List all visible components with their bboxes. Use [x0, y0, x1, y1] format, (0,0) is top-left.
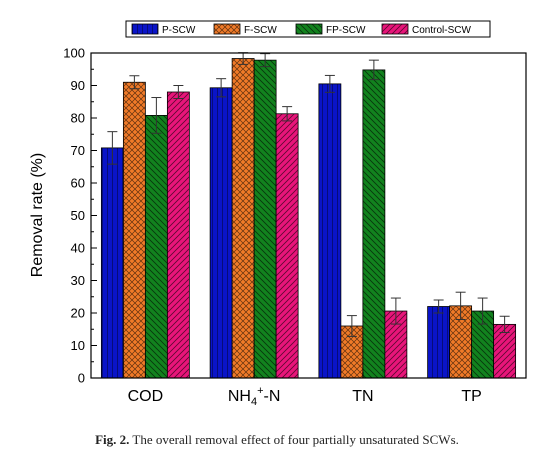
y-tick-label: 50 [71, 208, 85, 223]
error-bar [151, 97, 162, 134]
y-tick-label: 90 [71, 78, 85, 93]
y-tick-label: 60 [71, 176, 85, 191]
error-bar [499, 315, 510, 333]
x-tick-label: NH4+-N [228, 385, 281, 408]
legend-item: FP-SCW [295, 23, 366, 36]
error-bar [390, 297, 401, 325]
bar-chart: 0 10 20 30 40 50 60 70 80 90 100 COD NH4+-N TN TP Rem… [29, 20, 527, 408]
bar-hatch [362, 69, 386, 379]
bar [144, 115, 168, 379]
bar-hatch [144, 115, 168, 379]
error-bar [477, 297, 488, 325]
x-tick-label: TP [461, 388, 481, 405]
bar-hatch [209, 87, 233, 379]
legend-swatch-hatch [131, 23, 159, 35]
bar [340, 325, 364, 379]
y-tick-label: 80 [71, 111, 85, 126]
bar [384, 310, 408, 379]
bar [318, 83, 342, 379]
error-bar [216, 78, 227, 98]
y-tick-label: 30 [71, 273, 85, 288]
x-tick-label: COD [128, 388, 164, 405]
bar [275, 113, 299, 379]
y-tick-label: 70 [71, 143, 85, 158]
caption-label: Fig. 2. [95, 432, 130, 447]
bar-hatch [231, 58, 255, 379]
bar-hatch [318, 83, 342, 379]
legend-swatch-hatch [295, 23, 323, 35]
legend-item: Control-SCW [381, 23, 471, 36]
bar [231, 58, 255, 379]
legend: P-SCW F-SCW FP-SCW Control-SCW [125, 20, 491, 38]
error-bar [433, 299, 444, 314]
y-axis: 0 10 20 30 40 50 60 70 80 90 100 [63, 46, 97, 386]
error-bar [260, 53, 271, 68]
error-bar [368, 59, 379, 81]
legend-swatch-hatch [213, 23, 241, 35]
error-bar [324, 74, 335, 93]
bar [209, 87, 233, 379]
legend-item: P-SCW [131, 23, 196, 36]
y-tick-label: 100 [63, 46, 85, 61]
bar-hatch [100, 147, 124, 379]
bar [166, 91, 190, 379]
legend-swatch-hatch [381, 23, 409, 35]
bar [471, 310, 495, 379]
bar-hatch [122, 81, 146, 379]
error-bar [346, 315, 357, 337]
bars-group [100, 58, 517, 379]
bar [362, 69, 386, 379]
error-bar [173, 85, 184, 99]
x-tick-label: TN [352, 388, 373, 405]
legend-label: FP-SCW [326, 25, 366, 36]
bar-hatch [427, 306, 451, 379]
error-bar [455, 291, 466, 320]
y-tick-label: 10 [71, 338, 85, 353]
error-bars-group [107, 52, 510, 337]
bar-hatch [166, 91, 190, 379]
legend-label: P-SCW [162, 25, 196, 36]
legend-item: F-SCW [213, 23, 277, 36]
bar-hatch [253, 59, 277, 379]
bar [493, 323, 517, 379]
legend-label: F-SCW [244, 25, 277, 36]
bar-hatch [275, 113, 299, 379]
bar [449, 305, 473, 379]
x-axis: COD NH4+-N TN TP [128, 372, 482, 408]
bar [427, 306, 451, 379]
figure-caption: Fig. 2. The overall removal effect of fo… [0, 432, 554, 448]
bar [122, 81, 146, 379]
y-tick-label: 20 [71, 306, 85, 321]
y-tick-label: 0 [78, 371, 85, 386]
error-bar [107, 131, 118, 165]
y-tick-label: 40 [71, 241, 85, 256]
legend-label: Control-SCW [412, 25, 471, 36]
y-axis-label: Removal rate (%) [29, 153, 46, 277]
bar [253, 59, 277, 379]
caption-text: The overall removal effect of four parti… [129, 432, 459, 447]
error-bar [129, 75, 140, 90]
bar [100, 147, 124, 379]
error-bar [282, 106, 293, 122]
